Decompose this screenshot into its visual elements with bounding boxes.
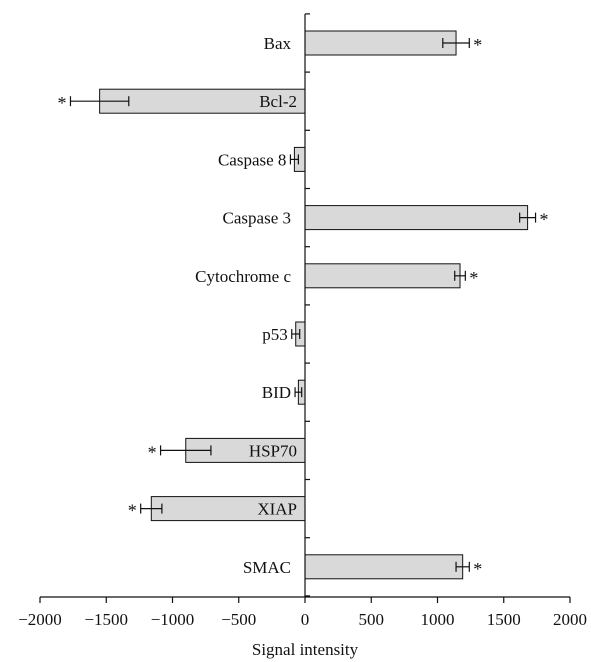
category-label-cytochrome-c: Cytochrome c	[195, 267, 291, 286]
x-tick-label: −500	[221, 610, 256, 629]
significance-marker-smac: *	[473, 559, 482, 579]
category-label-caspase-8: Caspase 8	[218, 150, 286, 169]
category-label-xiap: XIAP	[257, 500, 297, 519]
category-label-smac: SMAC	[243, 558, 291, 577]
error-bar-bax	[442, 38, 470, 48]
error-bar-smac	[455, 561, 470, 572]
axes-layer: −2000 −1500 −1000 −500 0 500 1000 1500 2000	[18, 13, 587, 629]
significance-marker-caspase-3: *	[540, 210, 549, 230]
category-label-p53: p53	[262, 325, 288, 344]
category-label-bcl-2: Bcl-2	[259, 92, 297, 111]
significance-marker-bax: *	[473, 35, 482, 55]
bar-smac	[304, 554, 464, 580]
x-tick-label: 1000	[421, 610, 455, 629]
category-label-bid: BID	[262, 383, 291, 402]
x-tick-label: 0	[301, 610, 310, 629]
significance-marker-bcl-2: *	[57, 93, 66, 113]
error-bar-p53	[291, 329, 301, 339]
category-label-hsp70: HSP70	[249, 441, 297, 460]
category-label-bax: Bax	[264, 34, 292, 53]
bar-bax	[304, 30, 457, 56]
error-bar-bcl-2	[69, 96, 130, 107]
bar-caspase-3	[304, 205, 529, 231]
x-tick-label: 2000	[553, 610, 587, 629]
error-bar-hsp70	[159, 445, 212, 456]
error-bar-xiap	[140, 503, 163, 514]
x-axis-label: Signal intensity	[252, 640, 359, 659]
significance-marker-hsp70: *	[148, 442, 157, 462]
error-bar-bid	[294, 387, 303, 398]
x-tick-label: −2000	[18, 610, 62, 629]
significance-marker-cytochrome-c: *	[469, 268, 478, 288]
x-tick-label: −1000	[151, 610, 195, 629]
x-tick-label: −1500	[84, 610, 128, 629]
bar-cytochrome-c	[304, 263, 461, 289]
bar-bcl-2	[99, 88, 306, 114]
significance-marker-xiap: *	[128, 501, 137, 521]
category-label-caspase-3: Caspase 3	[223, 209, 291, 228]
error-bar-cytochrome-c	[454, 270, 466, 281]
x-tick-label: 1500	[487, 610, 521, 629]
error-bar-caspase-8	[289, 154, 299, 165]
x-tick-label: 500	[359, 610, 385, 629]
error-bar-caspase-3	[519, 212, 537, 223]
bars-layer: Bax * Bcl-2 * Caspase 8 Caspase 3 * Cytochrome …	[57, 30, 549, 580]
